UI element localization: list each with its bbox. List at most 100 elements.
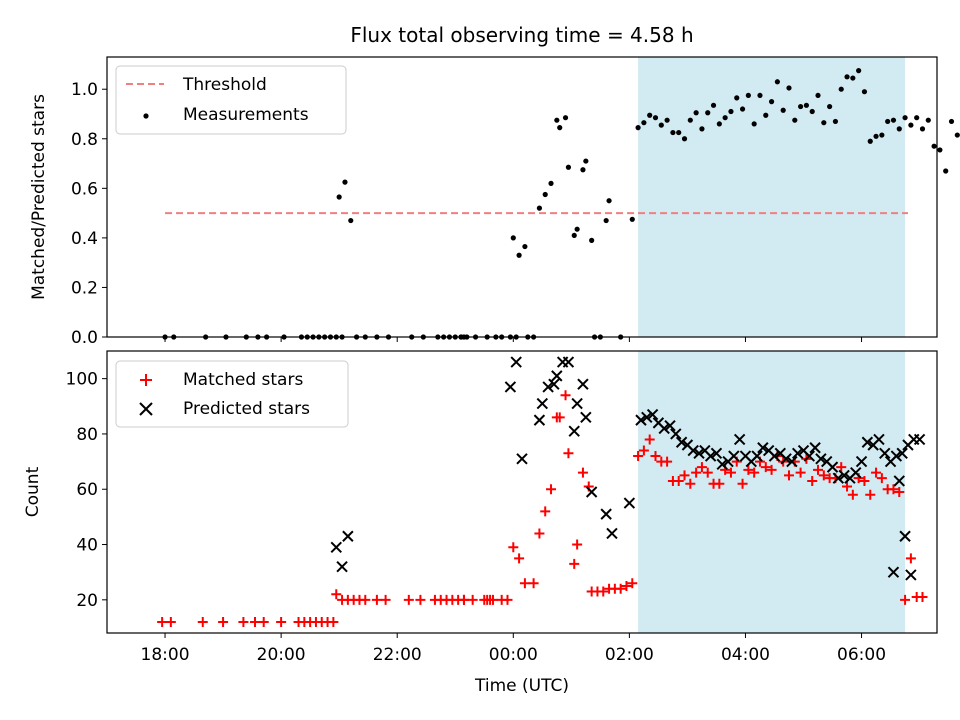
bottom-x-axis-ticks: 18:00 20:00 22:00 00:00 02:00 04:00 06:00 [141,633,886,665]
matched-star-point [760,462,771,473]
predicted-star-point [577,378,589,390]
matched-star-point [502,594,513,605]
measurement-point [745,92,751,99]
chart-title: Flux total observing time = 4.58 h [350,23,693,47]
matched-star-point [766,464,777,475]
predicted-star-point [890,450,903,462]
predicted-star-point [635,414,647,426]
matched-star-point [673,475,684,486]
predicted-star-point [510,356,522,368]
measurement-point [571,232,577,239]
matched-star-point [685,478,696,489]
predicted-star-point [551,370,563,382]
measurement-point [565,164,572,170]
measurement-point [676,129,682,136]
predicted-star-point [803,450,816,462]
matched-star-point [276,616,287,627]
measurement-point [641,120,647,126]
measurements-legend-label: Measurements [183,105,309,125]
predicted-star-point [658,422,670,435]
top-y-tick-label: 0.8 [71,130,98,150]
bottom-y-tick-label: 80 [76,425,98,445]
matched-star-point [650,451,661,462]
measurement-point [580,167,586,173]
matched-star-point [644,434,655,445]
bottom-axes-frame [106,350,938,634]
matched-star-point [691,467,702,478]
matched-star-point [467,594,478,605]
measurement-point [557,125,563,131]
measurement-point [342,179,348,185]
measurement-point [739,106,746,112]
measurement-point [681,136,688,142]
measurement-point [647,112,653,118]
predicted-star-point [832,472,845,484]
matched-star-point [847,489,858,500]
measurement-point [885,118,891,125]
predicted-star-point [899,530,911,542]
measurement-point [728,108,734,115]
measurement-point [768,99,775,105]
matched-star-point [598,586,609,597]
measurement-point [716,121,722,127]
predicted-star-point [600,508,612,520]
bottom-y-tick-label: 100 [66,370,98,390]
matched-star-point [842,481,853,492]
measurement-point [914,115,920,121]
measurement-point [861,89,868,95]
bottom-y-tick-label: 20 [76,591,98,611]
top-y-axis-label: Matched/Predicted stars [29,94,49,300]
measurement-point [943,168,949,174]
predicted-star-point [887,566,900,578]
matched-star-point [743,464,754,475]
predicted-star-point [905,569,917,581]
measurement-point [821,120,827,126]
matched-star-point [250,616,261,627]
measurement-point [931,143,937,149]
matched-star-point [725,467,736,478]
top-axes-frame [106,56,938,338]
matched-star-point [638,445,649,456]
measurement-point [693,110,699,116]
measurement-point [734,95,740,101]
matched-star-point [415,594,426,605]
measurement-point [548,180,554,186]
bottom-x-tick-label: 20:00 [257,645,306,665]
top-y-axis-ticks: 0.0 0.2 0.4 0.6 0.8 1.0 [71,80,107,348]
predicted-star-point [330,541,342,554]
bottom-x-tick-label: 06:00 [837,645,886,665]
predicted-star-point [873,433,885,446]
x-axis-label: Time (UTC) [474,676,569,696]
top-y-tick-label: 0.6 [71,179,98,199]
top-y-tick-label: 0.4 [71,229,98,249]
predicted-star-point [838,469,850,482]
matched-star-point [165,616,176,627]
matched-star-point [807,475,818,486]
measurement-point [348,217,354,224]
measurement-point [603,217,609,224]
predicted-star-point [542,381,554,393]
measurement-point [757,92,763,99]
measurement-point [554,117,560,123]
measurement-point [896,126,902,132]
measurement-point [792,117,798,123]
predicted-star-point [791,447,804,460]
matched-stars-points [157,390,928,627]
measurement-point [583,158,589,164]
matched-star-point [679,470,690,481]
measurement-point [902,115,908,121]
matched-star-point [627,578,638,589]
measurement-point [838,86,844,92]
top-x-axis-ticks [164,337,863,342]
predicted-star-point [896,447,908,460]
predicted-star-point [516,453,528,465]
predicted-star-point [687,444,699,457]
measurement-point [850,75,856,81]
predicted-star-point [757,442,769,454]
measurement-point [536,205,543,211]
top-y-tick-label: 0.0 [71,328,98,348]
measurement-point [809,108,815,115]
matched-star-point [331,589,342,600]
predicted-star-point [751,450,763,462]
measurement-point [606,198,612,204]
